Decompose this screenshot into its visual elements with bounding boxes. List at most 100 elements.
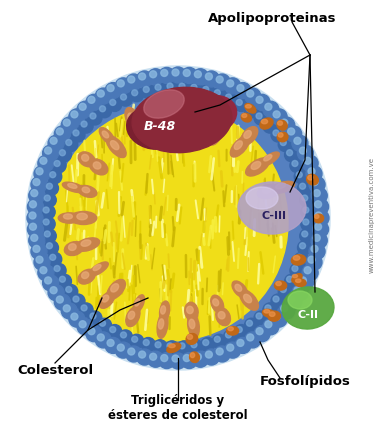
Circle shape (147, 351, 164, 367)
Ellipse shape (189, 104, 195, 115)
Ellipse shape (213, 299, 219, 306)
Circle shape (286, 294, 302, 310)
Circle shape (38, 155, 54, 171)
Circle shape (167, 343, 173, 349)
Circle shape (254, 311, 268, 325)
Circle shape (286, 126, 302, 142)
Ellipse shape (245, 105, 251, 108)
Circle shape (298, 181, 312, 195)
Circle shape (79, 103, 86, 110)
Circle shape (308, 256, 315, 263)
Circle shape (150, 353, 157, 360)
Circle shape (263, 303, 277, 317)
Circle shape (108, 98, 122, 111)
Circle shape (271, 311, 287, 327)
Ellipse shape (189, 319, 195, 329)
Ellipse shape (230, 136, 249, 157)
Ellipse shape (99, 128, 114, 144)
Circle shape (29, 223, 36, 230)
Circle shape (254, 326, 270, 342)
Circle shape (29, 201, 36, 208)
Circle shape (278, 285, 292, 298)
Circle shape (294, 169, 308, 184)
Circle shape (302, 155, 318, 171)
Ellipse shape (190, 353, 195, 358)
Circle shape (88, 311, 102, 325)
Circle shape (285, 274, 299, 288)
Ellipse shape (82, 155, 89, 161)
Circle shape (287, 276, 293, 282)
Circle shape (299, 243, 306, 249)
Circle shape (273, 111, 280, 118)
Circle shape (52, 264, 66, 277)
Ellipse shape (244, 131, 251, 138)
Circle shape (29, 232, 45, 248)
Ellipse shape (277, 132, 288, 142)
Circle shape (245, 88, 261, 104)
Ellipse shape (128, 113, 135, 122)
Circle shape (97, 90, 104, 97)
Ellipse shape (235, 284, 242, 291)
Text: Triglicéridos y
ésteres de colesterol: Triglicéridos y ésteres de colesterol (108, 394, 248, 422)
Ellipse shape (187, 335, 193, 339)
Ellipse shape (292, 274, 298, 278)
Circle shape (285, 148, 299, 162)
Circle shape (201, 338, 215, 351)
Circle shape (147, 69, 164, 85)
Circle shape (105, 83, 121, 98)
Ellipse shape (63, 214, 73, 219)
Circle shape (52, 158, 66, 172)
Circle shape (279, 117, 295, 133)
Ellipse shape (242, 114, 247, 117)
Circle shape (235, 337, 251, 354)
Circle shape (311, 178, 318, 186)
Circle shape (44, 231, 50, 237)
Circle shape (43, 207, 49, 213)
Circle shape (97, 334, 104, 341)
Ellipse shape (246, 187, 278, 209)
Circle shape (234, 324, 248, 339)
Circle shape (27, 221, 43, 237)
Circle shape (298, 241, 312, 255)
Circle shape (95, 332, 111, 348)
Circle shape (214, 90, 220, 96)
Circle shape (245, 332, 261, 348)
Circle shape (79, 119, 93, 133)
Circle shape (42, 193, 56, 207)
Text: B-48: B-48 (144, 119, 176, 133)
Circle shape (192, 69, 208, 85)
Circle shape (191, 342, 197, 348)
Circle shape (44, 277, 52, 284)
Circle shape (100, 320, 106, 326)
Circle shape (292, 135, 308, 151)
Circle shape (31, 190, 38, 196)
Circle shape (205, 351, 212, 358)
Circle shape (29, 187, 45, 204)
Circle shape (265, 305, 271, 311)
Circle shape (304, 157, 311, 164)
Ellipse shape (187, 95, 237, 134)
Circle shape (130, 334, 144, 348)
Ellipse shape (259, 152, 279, 166)
Ellipse shape (106, 136, 126, 158)
Ellipse shape (70, 211, 97, 225)
Circle shape (34, 166, 50, 182)
Circle shape (56, 296, 63, 303)
Circle shape (71, 294, 85, 308)
Ellipse shape (185, 87, 195, 97)
Ellipse shape (264, 155, 272, 161)
Ellipse shape (102, 295, 109, 302)
Ellipse shape (234, 141, 242, 149)
Ellipse shape (190, 352, 200, 363)
Circle shape (288, 296, 295, 303)
Circle shape (86, 94, 102, 110)
Circle shape (225, 342, 241, 358)
Circle shape (73, 130, 79, 136)
Circle shape (41, 205, 55, 219)
Circle shape (117, 344, 124, 351)
Ellipse shape (296, 279, 301, 282)
Circle shape (300, 193, 314, 207)
Ellipse shape (278, 121, 282, 125)
Circle shape (247, 90, 254, 97)
Circle shape (119, 330, 133, 344)
